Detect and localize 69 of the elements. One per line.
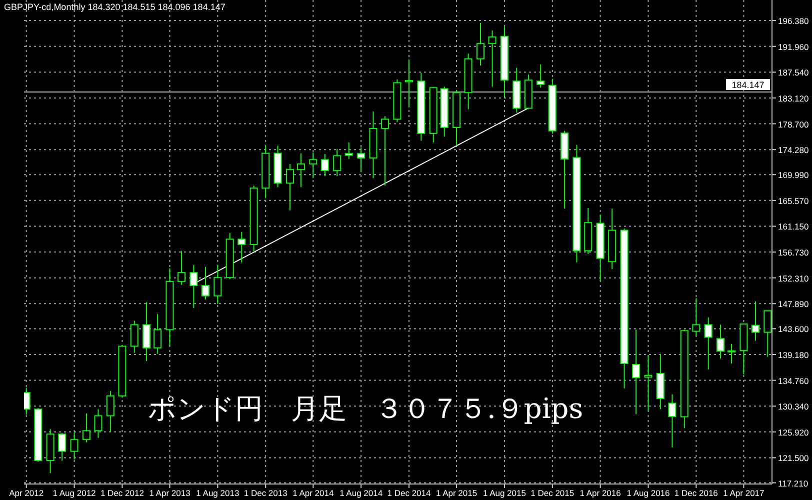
candlestick [357,146,366,173]
y-tick-label: 187.540 [778,68,809,78]
candlestick [286,163,294,211]
x-tick-label: 1 Aug 2013 [196,488,240,498]
candlestick [82,412,90,443]
candlestick [668,394,676,448]
x-tick-label: 1 Aug 2016 [626,488,670,498]
candlestick [476,22,484,66]
candlestick [214,264,222,305]
candlestick [94,408,102,438]
candlestick [106,390,114,432]
x-tick-label: 1 Dec 2016 [674,488,718,498]
x-tick-label: 1 Dec 2012 [100,488,144,498]
candlestick [238,231,246,263]
candlestick [488,30,496,88]
candlestick [728,343,736,364]
x-tick-label: 1 Aug 2015 [482,488,526,498]
annotation: ポンド円 月足 ３０７５.９pips [148,392,584,425]
candlestick [154,314,162,354]
candlestick [320,154,329,177]
candlestick [309,152,318,179]
y-tick-label: 130.340 [778,402,809,412]
y-tick-label: 134.760 [778,376,809,386]
y-tick-label: 161.150 [778,222,809,232]
candlestick [70,432,78,460]
x-tick-label: 1 Apr 2014 [292,488,334,498]
x-tick-label: 1 Apr 2017 [723,488,765,498]
y-tick-label: 121.500 [778,453,809,464]
y-tick-label: 191.960 [778,42,809,52]
x-tick-label: 1 Apr 2016 [580,488,622,498]
ref-line-label: 184.147 [732,80,764,90]
candlestick [58,432,66,462]
candlestick [296,152,305,188]
x-tick-label: 1 Dec 2014 [387,488,432,498]
y-tick-label: 143.600 [778,324,809,334]
candlestick [178,250,186,286]
x-tick-label: 1 Apr 2013 [149,488,191,498]
candlestick [333,148,342,177]
x-tick-label: 1 Aug 2012 [52,488,96,498]
candlestick [405,59,413,108]
y-tick-label: 147.890 [778,299,809,310]
y-tick-label: 183.120 [778,93,809,104]
x-tick-label: Apr 2012 [9,488,44,498]
candlestick [381,116,390,186]
x-tick-label: 1 Apr 2015 [436,488,478,498]
y-tick-label: 139.180 [778,350,809,360]
y-tick-label: 169.990 [778,170,809,180]
candlestick [130,320,138,354]
y-tick-label: 156.730 [778,248,809,258]
candlestick [752,300,760,342]
chart-title: GBPJPY-cd,Monthly 184.320 184.515 184.096 184.147 [4,2,226,12]
candlestick [716,324,725,360]
x-tick-label: 1 Dec 2015 [530,488,574,498]
candlestick [536,64,545,88]
y-tick-label: 165.570 [778,196,809,206]
candlestick [142,302,151,362]
y-tick-label: 152.310 [778,273,809,284]
candlestick [632,329,640,415]
candlestick [644,354,652,412]
y-tick-label: 178.700 [778,119,809,130]
y-tick-label: 174.280 [778,145,809,156]
x-tick-label: 1 Aug 2014 [340,488,383,498]
y-tick-label: 117.210 [778,478,808,488]
candlestick [344,142,353,160]
y-tick-label: 196.380 [778,16,809,26]
x-tick-label: 1 Dec 2013 [244,488,288,498]
candlestick [704,316,712,370]
y-tick-label: 125.920 [778,427,809,438]
candlestick [692,298,700,337]
